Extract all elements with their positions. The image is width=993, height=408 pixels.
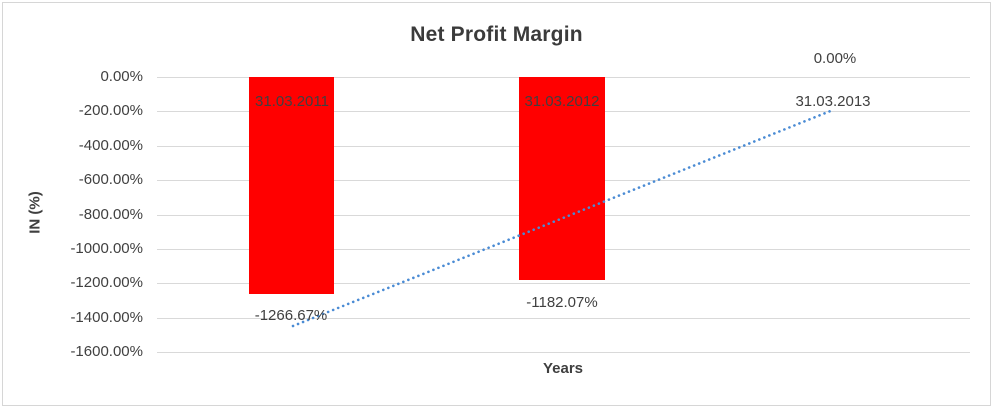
trendline-dotted-line[interactable] xyxy=(291,108,835,328)
category-label-2011: 31.03.2011 xyxy=(255,93,329,110)
gridline xyxy=(157,352,970,353)
gridline xyxy=(157,283,970,284)
y-axis-title: IN (%) xyxy=(26,191,44,234)
y-tick-label: -1600.00% xyxy=(70,343,143,360)
value-label-2011: -1266.67% xyxy=(254,307,328,324)
y-tick-label: -400.00% xyxy=(78,137,143,154)
y-tick-label: -800.00% xyxy=(78,206,143,223)
y-tick-label: -1400.00% xyxy=(70,309,143,326)
bar-31-03-2012[interactable] xyxy=(519,77,605,280)
gridline xyxy=(157,318,970,319)
x-axis-title: Years xyxy=(542,360,584,377)
bar-31-03-2011[interactable] xyxy=(249,77,334,294)
y-tick-label: -1200.00% xyxy=(70,274,143,291)
y-tick-label: -600.00% xyxy=(78,171,143,188)
value-label-2012: -1182.07% xyxy=(526,294,598,311)
category-label-2012: 31.03.2012 xyxy=(524,93,600,110)
y-tick-label: 0.00% xyxy=(100,68,143,85)
value-label-2013: 0.00% xyxy=(813,50,857,67)
chart-title: Net Profit Margin xyxy=(410,23,583,46)
y-tick-label: -1000.00% xyxy=(70,240,143,257)
y-tick-label: -200.00% xyxy=(78,102,143,119)
category-label-2013: 31.03.2013 xyxy=(795,93,871,110)
